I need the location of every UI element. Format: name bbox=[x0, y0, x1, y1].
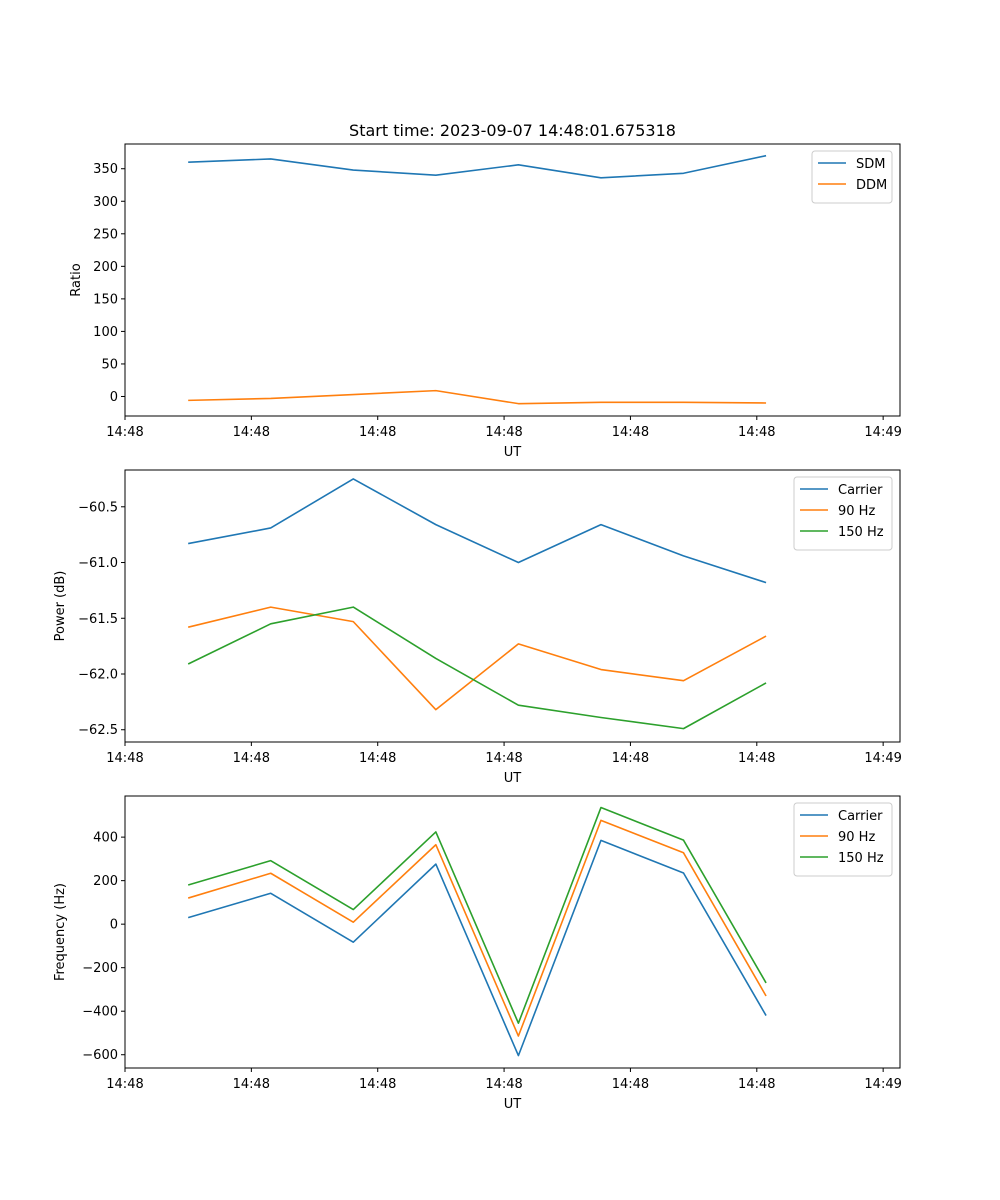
series-line-90-hz bbox=[187, 819, 767, 1037]
y-tick-label: 200 bbox=[93, 874, 118, 889]
subplot-3: 14:48 14:48 14:48 14:48 14:48 14:48 14:49 −600 −… bbox=[53, 795, 902, 1112]
series-line-150-hz bbox=[187, 806, 767, 1024]
legend-label: 150 Hz bbox=[838, 525, 884, 540]
x-tick-label: 14:48 bbox=[233, 751, 270, 766]
y-tick-label: 350 bbox=[93, 162, 118, 177]
legend-label: SDM bbox=[856, 157, 885, 172]
x-axis-label: UT bbox=[504, 445, 522, 460]
x-tick-label: 14:49 bbox=[864, 751, 901, 766]
subplot-2: 14:48 14:48 14:48 14:48 14:48 14:48 14:49 −60.5… bbox=[53, 469, 902, 786]
legend-label: DDM bbox=[856, 178, 887, 193]
x-tick-label: 14:48 bbox=[485, 425, 522, 440]
series-line-90-hz bbox=[187, 606, 767, 711]
axes-frame bbox=[124, 143, 901, 417]
x-tick-label: 14:48 bbox=[612, 425, 649, 440]
legend-label: 90 Hz bbox=[838, 504, 875, 519]
x-tick-label: 14:48 bbox=[738, 751, 775, 766]
x-tick-label: 14:48 bbox=[485, 1077, 522, 1092]
x-tick-label: 14:48 bbox=[612, 1077, 649, 1092]
x-tick-label: 14:48 bbox=[359, 751, 396, 766]
x-tick-label: 14:48 bbox=[359, 425, 396, 440]
y-axis-label: Power (dB) bbox=[53, 571, 68, 642]
y-tick-label: 200 bbox=[93, 260, 118, 275]
x-tick-label: 14:48 bbox=[106, 425, 143, 440]
x-tick-label: 14:48 bbox=[106, 1077, 143, 1092]
legend: Carrier 90 Hz 150 Hz bbox=[793, 476, 893, 551]
y-tick-label: 300 bbox=[93, 195, 118, 210]
y-tick-label: 250 bbox=[93, 227, 118, 242]
y-tick-label: 0 bbox=[110, 390, 118, 405]
x-tick-label: 14:48 bbox=[233, 425, 270, 440]
x-tick-label: 14:48 bbox=[738, 425, 775, 440]
subplots: 14:48 14:48 14:48 14:48 14:48 14:48 14:49 0 50 10… bbox=[53, 143, 902, 1112]
series-line-sdm bbox=[188, 154, 767, 179]
y-axis-label: Ratio bbox=[69, 263, 84, 296]
y-tick-label: −600 bbox=[82, 1048, 118, 1063]
x-tick-label: 14:49 bbox=[864, 425, 901, 440]
y-tick-label: −400 bbox=[82, 1005, 118, 1020]
y-tick-label: −60.5 bbox=[78, 500, 118, 515]
series-line-carrier bbox=[188, 478, 767, 584]
series-line-150-hz bbox=[187, 606, 767, 730]
legend: Carrier 90 Hz 150 Hz bbox=[793, 802, 893, 877]
x-tick-label: 14:48 bbox=[485, 751, 522, 766]
y-tick-label: 400 bbox=[93, 831, 118, 846]
x-tick-label: 14:48 bbox=[612, 751, 649, 766]
y-tick-label: −61.5 bbox=[78, 612, 118, 627]
x-tick-label: 14:48 bbox=[359, 1077, 396, 1092]
legend-label: Carrier bbox=[838, 483, 883, 498]
legend-label: 90 Hz bbox=[838, 830, 875, 845]
legend-label: Carrier bbox=[838, 809, 883, 824]
axes-frame bbox=[124, 795, 901, 1069]
x-tick-label: 14:49 bbox=[864, 1077, 901, 1092]
y-tick-label: −62.5 bbox=[78, 723, 118, 738]
y-tick-label: 100 bbox=[93, 325, 118, 340]
series-line-ddm bbox=[188, 389, 767, 405]
y-tick-label: 150 bbox=[93, 292, 118, 307]
axes-frame bbox=[124, 469, 901, 743]
y-tick-label: 50 bbox=[101, 357, 118, 372]
figure-title: Start time: 2023-09-07 14:48:01.675318 bbox=[349, 121, 676, 140]
x-tick-label: 14:48 bbox=[233, 1077, 270, 1092]
subplot-1: 14:48 14:48 14:48 14:48 14:48 14:48 14:49 0 50 10… bbox=[69, 143, 902, 460]
y-tick-label: −62.0 bbox=[78, 668, 118, 683]
legend-box bbox=[811, 150, 893, 204]
y-axis-label: Frequency (Hz) bbox=[53, 883, 68, 981]
y-tick-label: −200 bbox=[82, 961, 118, 976]
y-tick-label: 0 bbox=[110, 918, 118, 933]
y-tick-label: −61.0 bbox=[78, 556, 118, 571]
x-tick-label: 14:48 bbox=[106, 751, 143, 766]
legend: SDM DDM bbox=[811, 150, 893, 204]
legend-label: 150 Hz bbox=[838, 851, 884, 866]
series-line-carrier bbox=[187, 839, 767, 1057]
x-axis-label: UT bbox=[504, 771, 522, 786]
x-tick-label: 14:48 bbox=[738, 1077, 775, 1092]
x-axis-label: UT bbox=[504, 1097, 522, 1112]
